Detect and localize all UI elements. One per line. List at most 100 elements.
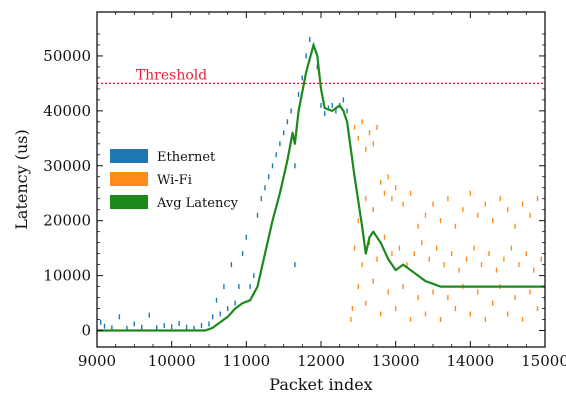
data-point-ethernet: [256, 212, 259, 218]
data-point-wi-fi: [477, 289, 479, 295]
data-point-wi-fi: [465, 256, 468, 262]
data-point-wi-fi: [492, 300, 494, 306]
legend-swatch-ethernet: [110, 149, 148, 163]
y-tick-label: 20000: [43, 212, 91, 230]
data-point-wi-fi: [533, 267, 535, 273]
data-point-wi-fi: [477, 212, 479, 218]
y-tick-label: 10000: [43, 267, 91, 285]
data-point-wi-fi: [469, 190, 471, 196]
data-point-wi-fi: [462, 207, 464, 213]
data-point-ethernet: [234, 300, 236, 306]
data-point-wi-fi: [525, 251, 527, 257]
data-point-wi-fi: [409, 317, 412, 322]
data-point-wi-fi: [368, 130, 371, 136]
data-point-wi-fi: [391, 196, 393, 202]
data-point-wi-fi: [521, 201, 524, 207]
x-tick-label: 12000: [297, 352, 345, 370]
data-point-wi-fi: [507, 207, 509, 213]
data-point-wi-fi: [417, 223, 419, 229]
data-point-wi-fi: [402, 284, 404, 290]
data-point-wi-fi: [372, 141, 374, 147]
data-point-ethernet: [118, 314, 121, 320]
data-point-wi-fi: [447, 295, 449, 301]
data-point-wi-fi: [372, 207, 374, 213]
data-point-wi-fi: [492, 218, 494, 224]
series-wi-fi: [350, 119, 545, 322]
data-point-wi-fi: [395, 306, 397, 312]
legend-swatch-wi-fi: [110, 172, 148, 186]
data-point-ethernet: [212, 314, 214, 320]
data-point-wi-fi: [473, 245, 475, 251]
data-point-wi-fi: [424, 311, 427, 317]
legend: Ethernet Wi-Fi Avg Latency: [110, 149, 239, 211]
data-point-wi-fi: [469, 311, 471, 317]
data-point-wi-fi: [402, 201, 404, 207]
data-point-ethernet: [324, 111, 326, 117]
data-point-wi-fi: [376, 256, 378, 262]
threshold-layer: Threshold: [97, 67, 545, 85]
data-point-ethernet: [271, 163, 274, 169]
data-point-wi-fi: [507, 311, 509, 317]
data-point-wi-fi: [439, 317, 442, 322]
data-point-ethernet: [286, 119, 289, 125]
data-point-wi-fi: [361, 119, 363, 125]
data-point-wi-fi: [510, 245, 513, 251]
data-point-ethernet: [200, 323, 203, 329]
data-point-wi-fi: [372, 278, 374, 284]
data-point-wi-fi: [353, 124, 356, 130]
data-point-ethernet: [215, 297, 218, 303]
data-point-ethernet: [305, 53, 307, 59]
data-point-wi-fi: [424, 212, 427, 218]
data-point-wi-fi: [428, 256, 430, 262]
data-point-wi-fi: [368, 240, 371, 246]
data-point-ethernet: [223, 284, 225, 290]
data-point-wi-fi: [357, 135, 359, 141]
data-point-wi-fi: [536, 196, 539, 202]
x-tick-label: 10000: [148, 352, 196, 370]
data-point-ethernet: [316, 64, 318, 70]
data-point-wi-fi: [514, 223, 516, 229]
data-point-wi-fi: [365, 146, 367, 152]
x-tick-label: 14000: [446, 352, 494, 370]
legend-swatch-avg-latency: [110, 195, 148, 209]
axis-layer: 9000 10000 11000 12000 13000 14000 15000 0 10000…: [12, 12, 566, 394]
data-point-ethernet: [185, 324, 188, 330]
data-point-ethernet: [148, 312, 150, 318]
data-point-wi-fi: [529, 212, 531, 218]
data-point-ethernet: [275, 152, 277, 158]
data-point-wi-fi: [480, 262, 483, 268]
data-point-ethernet: [309, 37, 311, 42]
data-point-ethernet: [208, 321, 210, 327]
data-point-ethernet: [264, 185, 266, 191]
x-tick-label: 13000: [372, 352, 420, 370]
y-tick-label: 0: [81, 322, 91, 340]
data-point-ethernet: [320, 102, 322, 108]
series-avg-latency: [97, 43, 545, 332]
data-point-wi-fi: [458, 267, 460, 273]
data-point-wi-fi: [436, 245, 438, 251]
data-point-wi-fi: [432, 289, 434, 295]
data-point-wi-fi: [488, 251, 490, 257]
data-point-wi-fi: [387, 174, 389, 180]
data-point-wi-fi: [421, 240, 423, 246]
y-axis-title: Latency (us): [12, 129, 31, 229]
data-point-ethernet: [346, 108, 348, 114]
data-point-wi-fi: [540, 256, 542, 262]
data-point-ethernet: [193, 325, 195, 331]
data-point-wi-fi: [447, 196, 449, 202]
data-point-ethernet: [100, 319, 102, 325]
data-point-ethernet: [241, 251, 244, 257]
data-point-wi-fi: [518, 262, 520, 268]
data-point-ethernet: [156, 325, 158, 331]
data-point-wi-fi: [409, 190, 412, 196]
data-point-wi-fi: [529, 289, 531, 295]
data-point-ethernet: [268, 174, 270, 180]
data-point-wi-fi: [484, 317, 486, 322]
data-point-wi-fi: [536, 306, 539, 312]
data-point-ethernet: [227, 306, 229, 312]
data-point-ethernet: [126, 325, 128, 331]
data-point-ethernet: [290, 108, 292, 114]
data-point-ethernet: [301, 75, 303, 81]
data-point-wi-fi: [383, 190, 386, 196]
data-point-wi-fi: [439, 218, 442, 224]
